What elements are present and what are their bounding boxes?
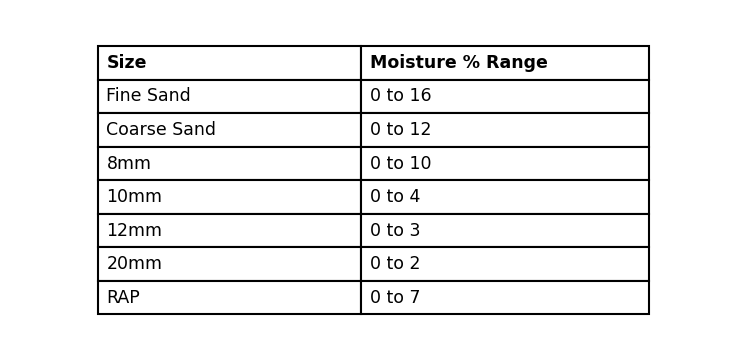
Bar	[362, 180, 650, 214]
Bar	[98, 113, 362, 147]
Bar	[362, 147, 650, 180]
Bar	[98, 180, 362, 214]
Text: 0 to 12: 0 to 12	[370, 121, 432, 139]
Bar	[362, 247, 650, 281]
Text: 10mm: 10mm	[106, 188, 163, 206]
Bar	[98, 147, 362, 180]
Bar	[98, 46, 362, 80]
Text: 0 to 7: 0 to 7	[370, 289, 421, 307]
Text: RAP: RAP	[106, 289, 140, 307]
Text: Fine Sand: Fine Sand	[106, 87, 191, 105]
Text: Coarse Sand: Coarse Sand	[106, 121, 217, 139]
Text: 0 to 2: 0 to 2	[370, 255, 421, 273]
Bar	[362, 113, 650, 147]
Text: Moisture % Range: Moisture % Range	[370, 54, 547, 72]
Text: 0 to 3: 0 to 3	[370, 222, 421, 240]
Text: 12mm: 12mm	[106, 222, 163, 240]
Text: 0 to 4: 0 to 4	[370, 188, 421, 206]
Bar	[98, 281, 362, 315]
Bar	[98, 214, 362, 247]
Text: Size: Size	[106, 54, 147, 72]
Text: 8mm: 8mm	[106, 155, 152, 172]
Text: 0 to 10: 0 to 10	[370, 155, 432, 172]
Text: 0 to 16: 0 to 16	[370, 87, 432, 105]
Bar	[98, 80, 362, 113]
Bar	[362, 46, 650, 80]
Bar	[362, 281, 650, 315]
Bar	[362, 214, 650, 247]
Bar	[98, 247, 362, 281]
Text: 20mm: 20mm	[106, 255, 163, 273]
Bar	[362, 80, 650, 113]
